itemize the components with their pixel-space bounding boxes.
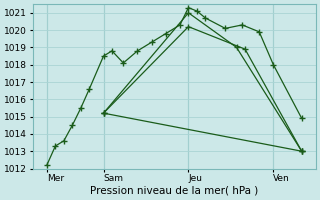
X-axis label: Pression niveau de la mer( hPa ): Pression niveau de la mer( hPa ) <box>90 186 259 196</box>
